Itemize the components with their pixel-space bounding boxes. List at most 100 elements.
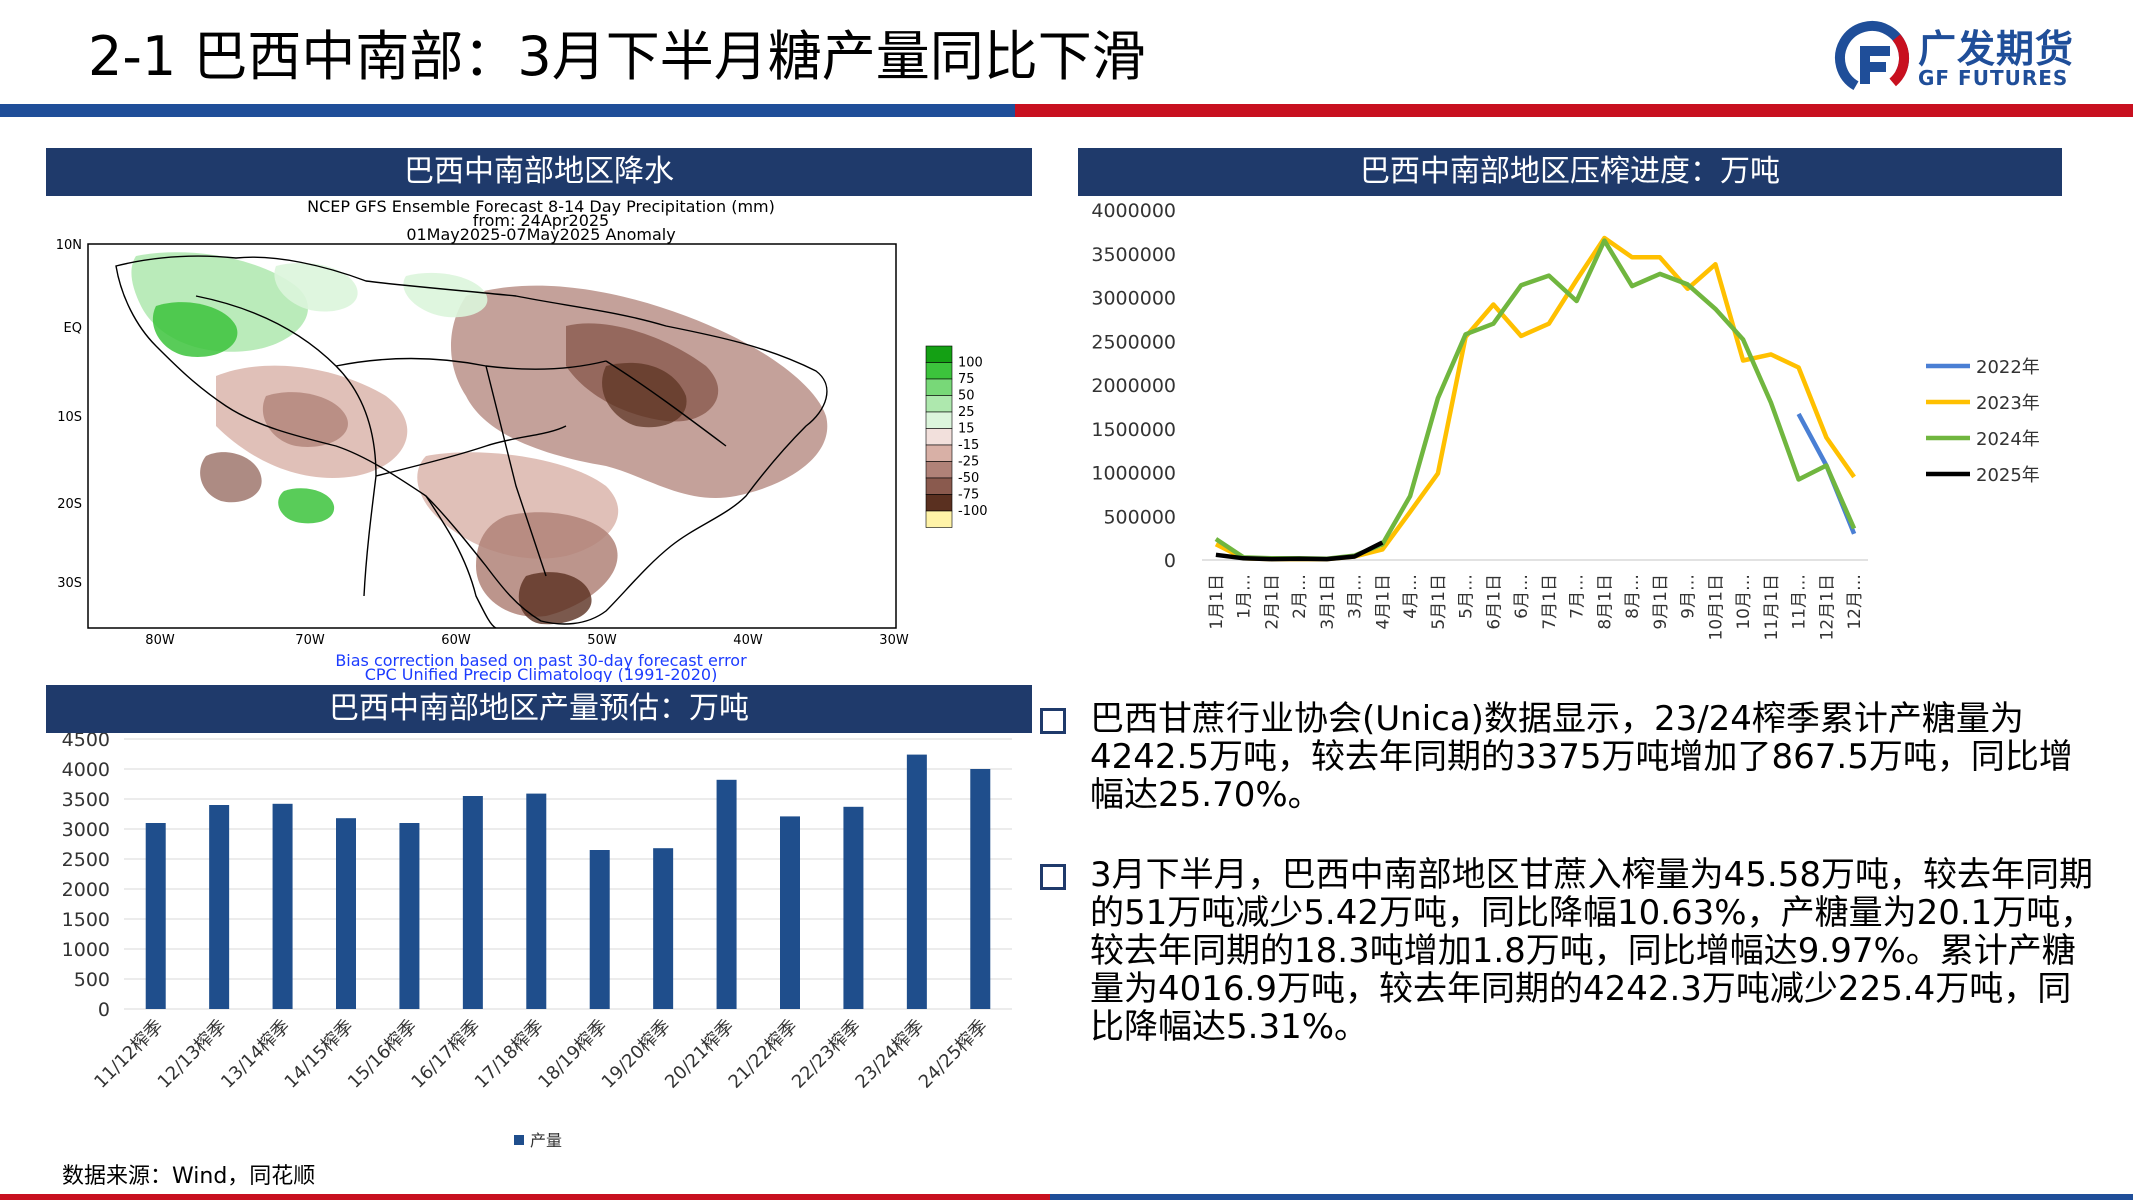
legend-label: 2024年 xyxy=(1976,429,2040,450)
x-tick-label: 5月1日 xyxy=(1429,574,1449,630)
x-tick-label: 7月1日 xyxy=(1540,574,1560,630)
x-tick-label: 24/25榨季 xyxy=(915,1016,992,1093)
bar xyxy=(843,806,864,1009)
lon-label: 70W xyxy=(295,633,325,648)
crush-x-axis: 1月1日 1月… 2月1日 2月… 3月1日 3月… 4月1日 4月… 5月1日 5月… 6月1日 6… xyxy=(1202,559,1868,640)
commentary-bullets: 巴西甘蔗行业协会(Unica)数据显示，23/24榨季累计产糖量为4242.5万… xyxy=(1040,700,2100,1088)
y-tick-label: 500000 xyxy=(1103,506,1176,528)
x-tick-label: 2月… xyxy=(1290,574,1310,619)
gf-futures-logo: 广发期货 GF FUTURES xyxy=(1832,18,2092,98)
production-bars xyxy=(145,754,991,1009)
production-panel-header: 巴西中南部地区产量预估：万吨 xyxy=(46,685,1032,733)
legend-label: 产量 xyxy=(530,1131,562,1150)
bar xyxy=(336,818,356,1009)
x-tick-label: 3月… xyxy=(1346,574,1366,619)
y-tick-label: 1500000 xyxy=(1091,419,1176,441)
legend-value: 50 xyxy=(958,389,975,404)
production-gridlines: 0 500 1000 1500 2000 2500 3000 3500 4000 4500 xyxy=(62,733,1012,1021)
production-legend: 产量 xyxy=(514,1131,562,1150)
legend-value: 75 xyxy=(958,372,975,387)
crush-legend: 2022年 2023年 2024年 2025年 xyxy=(1926,357,2040,486)
map-header-line1: NCEP GFS Ensemble Forecast 8-14 Day Prec… xyxy=(307,197,775,216)
map-latitude-labels: 10N EQ 10S 20S 30S xyxy=(56,238,82,591)
y-tick-label: 1000 xyxy=(62,939,110,961)
logo-chinese-text: 广发期货 xyxy=(1918,27,2075,71)
bar xyxy=(780,816,800,1009)
bar xyxy=(653,848,674,1009)
x-tick-label: 12月… xyxy=(1845,574,1865,630)
x-tick-label: 12月1日 xyxy=(1817,574,1837,640)
x-tick-label: 8月… xyxy=(1623,574,1643,619)
legend-value: -50 xyxy=(958,471,979,486)
bullet-text: 巴西甘蔗行业协会(Unica)数据显示，23/24榨季累计产糖量为4242.5万… xyxy=(1090,699,2073,815)
x-tick-label: 7月… xyxy=(1568,574,1588,619)
x-tick-label: 10月… xyxy=(1734,574,1754,630)
map-footer-line2: CPC Unified Precip Climatology (1991-202… xyxy=(365,665,718,682)
map-anomaly-shading xyxy=(131,252,828,625)
y-tick-label: 1000000 xyxy=(1091,463,1176,485)
y-tick-label: 2000000 xyxy=(1091,375,1176,397)
production-x-axis: 11/12榨季12/13榨季13/14榨季14/15榨季15/16榨季16/17… xyxy=(90,1016,992,1093)
bar xyxy=(716,779,737,1009)
precip-panel-header: 巴西中南部地区降水 xyxy=(46,148,1032,196)
map-header-line2: from: 24Apr2025 xyxy=(473,211,609,230)
lat-label: 20S xyxy=(57,497,82,512)
x-tick-label: 2月1日 xyxy=(1262,574,1282,630)
page-title: 2-1 巴西中南部：3月下半月糖产量同比下滑 xyxy=(88,25,1146,88)
legend-swatch xyxy=(925,378,953,396)
legend-swatch xyxy=(925,444,953,462)
y-tick-label: 2500000 xyxy=(1091,331,1176,353)
series-line-2025年 xyxy=(1215,540,1384,562)
y-tick-label: 4000000 xyxy=(1091,200,1176,222)
lon-label: 50W xyxy=(587,633,617,648)
y-tick-label: 3000000 xyxy=(1091,288,1176,310)
bullet-item: 3月下半月，巴西中南部地区甘蔗入榨量为45.58万吨，较去年同期的51万吨减少5… xyxy=(1040,856,2100,1046)
x-tick-label: 6月1日 xyxy=(1484,574,1504,630)
bullet-item: 巴西甘蔗行业协会(Unica)数据显示，23/24榨季累计产糖量为4242.5万… xyxy=(1040,700,2100,814)
header-bar-blue xyxy=(0,104,1015,117)
legend-label: 2022年 xyxy=(1976,357,2040,378)
legend-swatch xyxy=(925,345,953,363)
lat-label: 30S xyxy=(57,576,82,591)
bar xyxy=(462,796,483,1009)
square-bullet-icon xyxy=(1040,864,1066,890)
bar xyxy=(526,793,547,1009)
legend-value: 100 xyxy=(958,356,983,371)
production-bar-chart: 0 500 1000 1500 2000 2500 3000 3500 4000 4500 11/… xyxy=(62,733,1012,1150)
x-tick-label: 11月1日 xyxy=(1762,574,1782,640)
bar xyxy=(272,803,293,1009)
legend-swatch xyxy=(925,494,953,512)
lat-label: EQ xyxy=(64,321,82,336)
x-tick-label: 8月1日 xyxy=(1595,574,1615,630)
legend-value: 15 xyxy=(958,422,975,437)
lon-label: 80W xyxy=(145,633,175,648)
x-tick-label: 1月… xyxy=(1235,574,1255,619)
y-tick-label: 3000 xyxy=(62,819,110,841)
map-longitude-labels: 80W 70W 60W 50W 40W 30W xyxy=(145,633,909,648)
y-tick-label: 2000 xyxy=(62,879,110,901)
x-tick-label: 5月… xyxy=(1457,574,1477,619)
lat-label: 10S xyxy=(57,410,82,425)
bar xyxy=(589,850,610,1009)
x-tick-label: 4月… xyxy=(1401,574,1421,619)
y-tick-label: 4500 xyxy=(62,733,110,751)
legend-value: -15 xyxy=(958,438,979,453)
map-header-line3: 01May2025-07May2025 Anomaly xyxy=(406,225,675,244)
legend-swatch xyxy=(925,411,953,429)
crush-progress-line-chart: 0 500000 1000000 1500000 2000000 2500000 30000… xyxy=(1091,200,2040,640)
precipitation-map: NCEP GFS Ensemble Forecast 8-14 Day Prec… xyxy=(46,196,1032,682)
legend-swatch xyxy=(925,477,953,495)
data-source-note: 数据来源：Wind，同花顺 xyxy=(62,1164,316,1189)
x-tick-label: 9月1日 xyxy=(1651,574,1671,630)
y-tick-label: 500 xyxy=(74,969,110,991)
y-tick-label: 3500 xyxy=(62,789,110,811)
legend-value: 25 xyxy=(958,405,975,420)
y-tick-label: 1500 xyxy=(62,909,110,931)
footer-bar-red xyxy=(0,1194,1050,1200)
legend-swatch xyxy=(925,428,953,446)
lat-label: 10N xyxy=(56,238,82,253)
square-bullet-icon xyxy=(1040,708,1066,734)
x-tick-label: 4月1日 xyxy=(1373,574,1393,630)
x-tick-label: 10月1日 xyxy=(1706,574,1726,640)
